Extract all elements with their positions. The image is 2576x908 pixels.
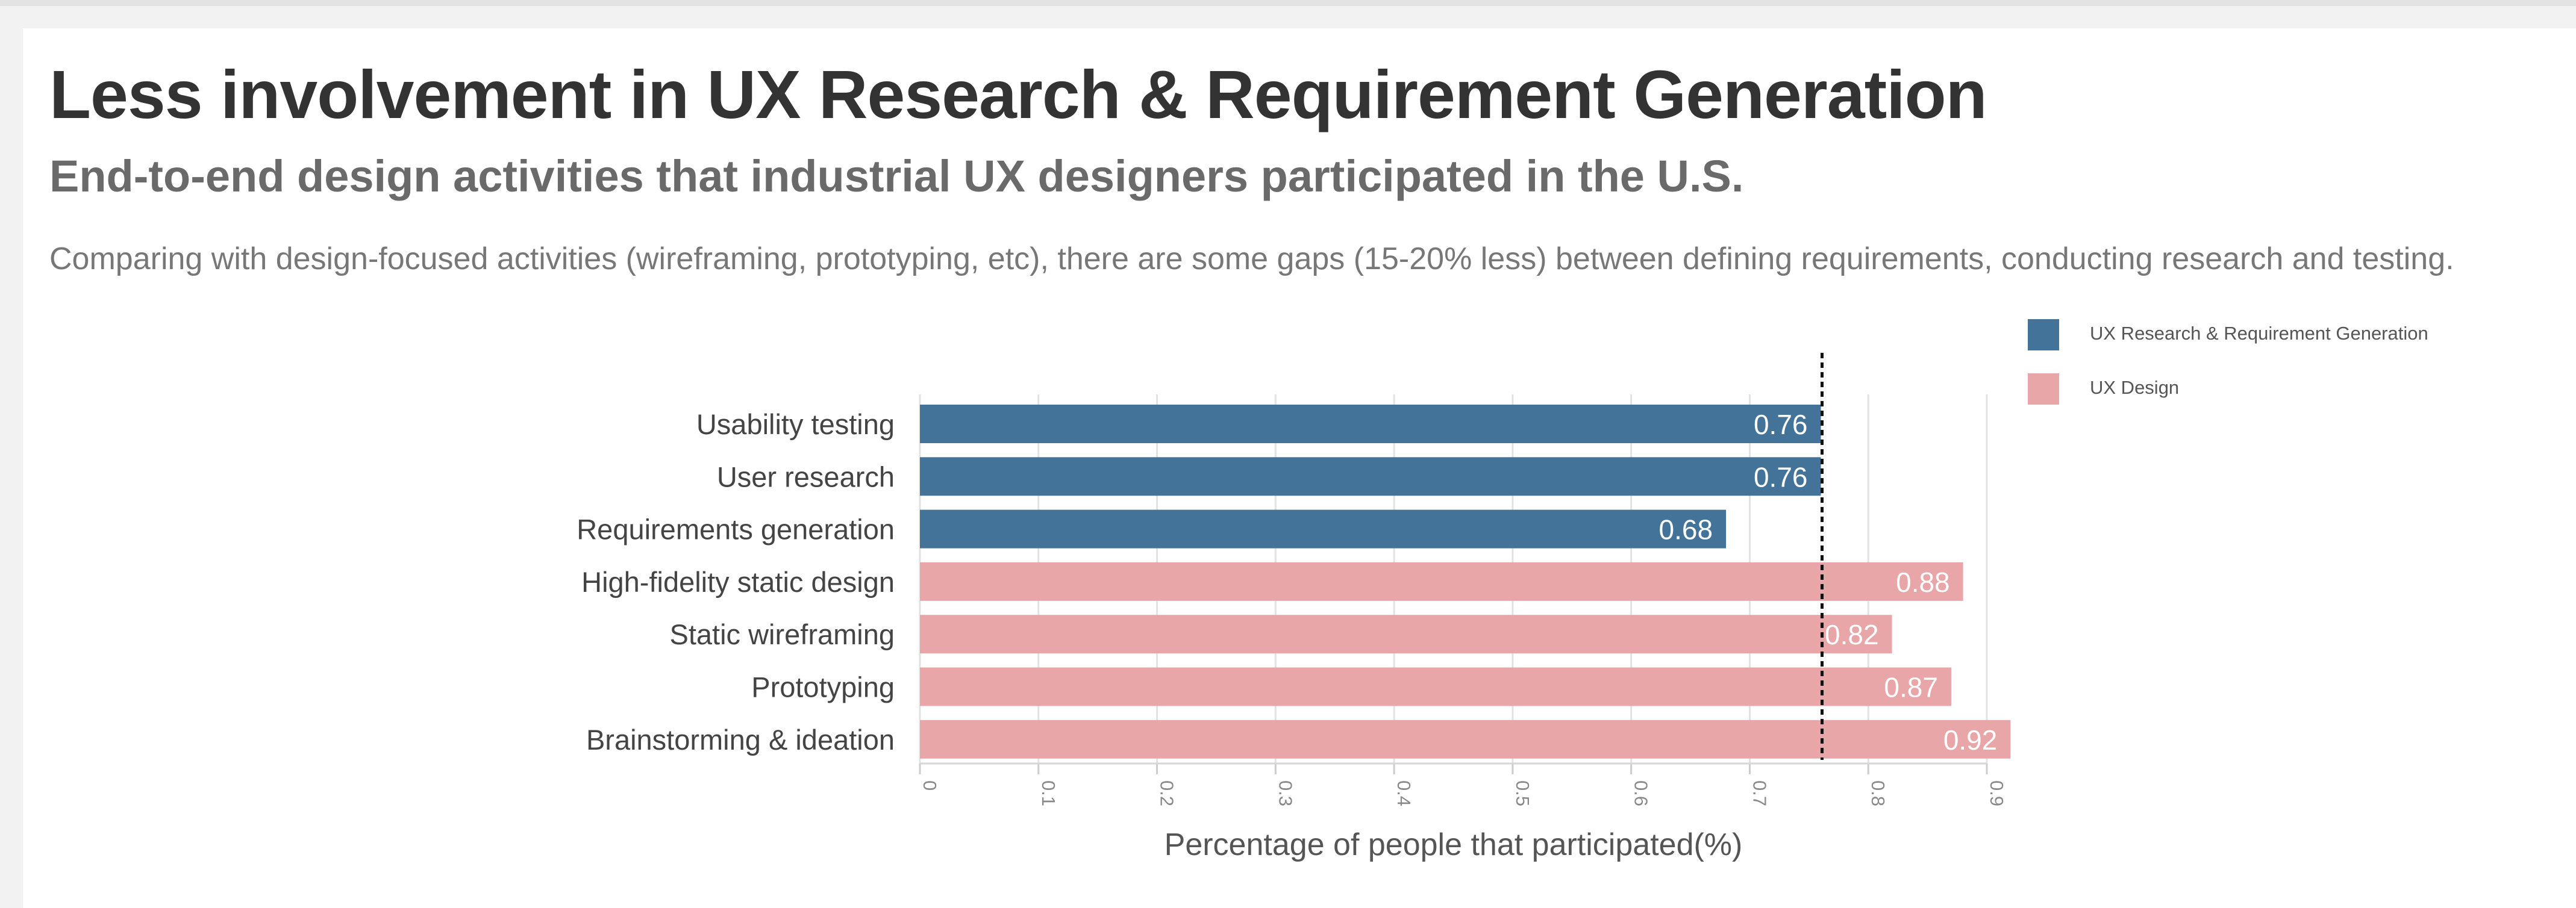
bar-value-label: 0.92 [1943,724,1998,756]
bar [920,720,2011,759]
x-tick-label: 0.8 [1868,780,1889,806]
category-label: Prototyping [751,671,895,703]
category-label: Requirements generation [577,514,895,546]
bar-value-label: 0.68 [1659,514,1713,546]
bar [920,667,1951,706]
x-tick-label: 0.5 [1512,780,1533,806]
category-label: Brainstorming & ideation [586,724,895,756]
category-label: User research [717,461,895,493]
legend-swatch-ux-design [2028,373,2059,405]
legend-label-ux-research: UX Research & Requirement Generation [2090,323,2428,344]
x-tick-label: 0.3 [1275,780,1296,806]
category-label: Usability testing [696,408,895,440]
x-tick-label: 0.9 [1986,780,2007,806]
legend-swatch-ux-research [2028,319,2059,350]
bar-value-label: 0.88 [1896,567,1950,598]
bar-value-label: 0.87 [1884,672,1938,703]
top-bar [0,0,2576,6]
category-label: Static wireframing [670,618,895,650]
bar [920,457,1821,496]
chart-description: Comparing with design-focused activities… [49,241,2454,276]
bar [920,509,1727,549]
page-title: Less involvement in UX Research & Requir… [49,57,1987,132]
category-label: High-fidelity static design [581,566,895,598]
x-tick-label: 0.7 [1749,780,1770,806]
bar [920,405,1821,443]
page-subtitle: End-to-end design activities that indust… [49,151,1744,201]
legend-label-ux-design: UX Design [2090,377,2180,398]
x-tick-label: 0.1 [1038,780,1059,806]
bar [920,562,1963,601]
x-axis-title: Percentage of people that participated(%… [1165,827,1743,862]
bar-value-label: 0.76 [1754,409,1808,440]
x-tick-label: 0.2 [1157,780,1178,806]
bar [920,615,1892,654]
x-tick-label: 0.6 [1631,780,1652,806]
bar-value-label: 0.76 [1754,461,1808,493]
x-tick-label: 0 [919,780,940,791]
bar-value-label: 0.82 [1825,619,1879,650]
x-tick-label: 0.4 [1393,780,1415,806]
